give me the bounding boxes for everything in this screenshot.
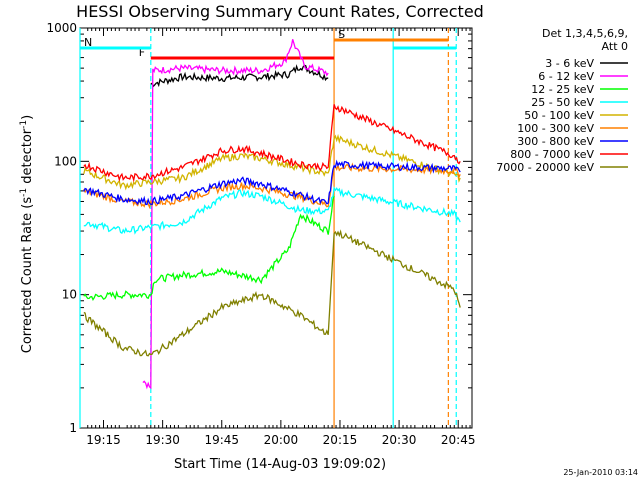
series-line: [83, 229, 461, 357]
legend-entry-label: 12 - 25 keV: [531, 83, 594, 96]
legend-header-line1: Det 1,3,4,5,6,9,: [542, 27, 628, 40]
y-tick-label: 100: [54, 154, 77, 168]
series-line: [83, 162, 461, 210]
y-axis-ticks: 1 10 100 1000: [46, 21, 472, 435]
y-axis-label-sup2: -1: [19, 120, 29, 129]
legend-header-line2: Att 0: [602, 40, 628, 53]
flag-label: S: [338, 28, 345, 41]
legend-entry-label: 6 - 12 keV: [538, 70, 594, 83]
x-tick-label: 19:15: [86, 433, 121, 447]
y-axis-label-sup1: -1: [19, 188, 29, 197]
series-line: [142, 39, 329, 390]
x-tick-label: 20:30: [382, 433, 417, 447]
series-line: [150, 64, 329, 88]
y-axis-label-mid: detector: [20, 128, 35, 188]
series-line: [83, 195, 335, 301]
x-tick-label: 20:00: [264, 433, 299, 447]
flag-label: N: [84, 36, 92, 49]
y-tick-label: 1000: [46, 21, 77, 35]
x-tick-label: 20:45: [441, 433, 476, 447]
legend-entry-label: 300 - 800 keV: [517, 135, 594, 148]
mode-boundary-lines: [79, 28, 457, 428]
x-axis-ticks: 19:15 19:30 19:45 20:00 20:15 20:30 20:45: [86, 28, 476, 447]
state-flag-bars: F N S: [80, 28, 457, 60]
flag-label: F: [139, 46, 145, 59]
x-tick-label: 20:15: [323, 433, 358, 447]
series-line: [83, 104, 461, 183]
legend-entry-label: 50 - 100 keV: [524, 109, 594, 122]
y-axis-label: Corrected Count Rate (s-1 detector-1): [19, 115, 35, 353]
legend-entry-label: 800 - 7000 keV: [510, 148, 594, 161]
timestamp: 25-Jan-2010 03:14: [563, 468, 638, 477]
series-line: [83, 186, 461, 235]
series-line: [83, 133, 461, 191]
y-tick-label: 10: [62, 288, 77, 302]
legend-entry-label: 3 - 6 keV: [545, 57, 594, 70]
series-line: [83, 159, 461, 206]
legend-entry-label: 25 - 50 keV: [531, 96, 594, 109]
y-axis-label-main: Corrected Count Rate (s: [20, 197, 35, 354]
legend-entry-label: 7000 - 20000 keV: [496, 161, 594, 174]
x-axis-label: Start Time (14-Aug-03 19:09:02): [174, 457, 386, 472]
legend-entry-label: 100 - 300 keV: [517, 122, 594, 135]
chart-title: HESSI Observing Summary Count Rates, Cor…: [76, 2, 484, 21]
y-tick-label: 1: [69, 421, 77, 435]
series-lines: [83, 39, 461, 390]
x-tick-label: 19:30: [145, 433, 180, 447]
y-axis-label-end: ): [20, 115, 35, 120]
x-tick-label: 19:45: [204, 433, 239, 447]
